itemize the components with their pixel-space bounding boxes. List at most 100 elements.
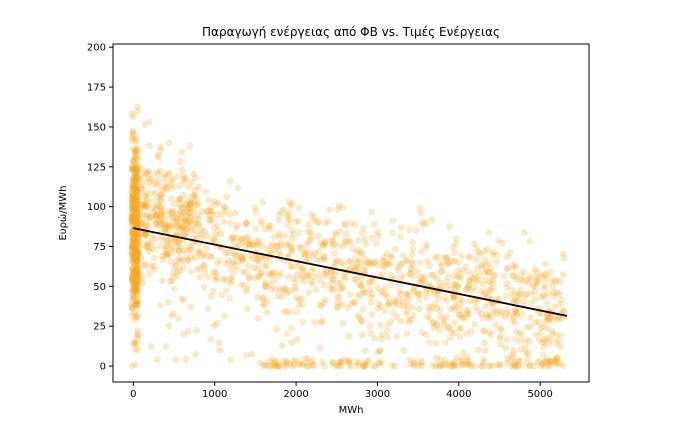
data-point [482, 262, 490, 270]
data-point [339, 357, 346, 365]
data-point [264, 246, 271, 253]
data-point [188, 227, 196, 234]
data-point [129, 204, 137, 211]
data-point [165, 171, 173, 178]
data-point [181, 218, 188, 225]
data-point [527, 314, 535, 321]
data-point [131, 237, 139, 245]
data-point [470, 362, 478, 370]
data-point [129, 213, 137, 221]
data-point [489, 362, 497, 370]
data-point [134, 250, 142, 258]
data-point [151, 179, 159, 187]
data-point [334, 299, 342, 307]
data-point [541, 357, 549, 365]
data-point [260, 301, 268, 309]
data-point [523, 360, 530, 367]
data-point [454, 267, 462, 274]
data-point [152, 212, 160, 220]
data-point [130, 157, 137, 165]
data-point [169, 177, 176, 185]
data-point [450, 294, 457, 302]
data-point [157, 197, 164, 205]
data-point [130, 235, 137, 243]
data-point [129, 217, 137, 225]
data-point [368, 234, 376, 242]
data-point [446, 305, 454, 313]
data-point [502, 309, 510, 317]
y-tick-label: 175 [87, 83, 106, 94]
data-point [229, 272, 237, 280]
data-point [172, 257, 180, 265]
data-point [474, 307, 482, 315]
data-point [226, 177, 234, 185]
data-point [132, 206, 140, 213]
data-point [372, 257, 380, 265]
data-point [268, 355, 276, 363]
data-point [489, 251, 496, 259]
data-point [246, 242, 254, 249]
data-point [463, 310, 471, 318]
data-point [527, 290, 535, 297]
data-point [253, 257, 261, 264]
data-point [378, 331, 386, 339]
data-point [367, 278, 374, 286]
data-point [548, 315, 556, 323]
data-point [557, 343, 565, 350]
data-point [445, 324, 453, 331]
data-point [286, 216, 294, 224]
data-point [182, 200, 190, 208]
data-point [214, 227, 221, 235]
data-point [131, 245, 139, 253]
data-point [374, 228, 382, 236]
data-point [542, 358, 550, 366]
data-point [368, 310, 376, 318]
data-point [173, 222, 181, 230]
data-point [430, 324, 438, 332]
data-point [132, 265, 140, 273]
data-point [404, 257, 411, 265]
data-point [305, 238, 313, 246]
data-point [384, 260, 392, 267]
data-point [176, 230, 184, 238]
data-point [176, 181, 184, 189]
data-point [187, 267, 195, 275]
data-point [131, 270, 139, 278]
data-point [492, 258, 500, 266]
data-point [136, 175, 144, 183]
data-point [193, 194, 200, 202]
data-point [513, 310, 520, 317]
data-point [510, 261, 517, 269]
data-point [212, 268, 220, 276]
data-point [140, 223, 148, 230]
data-point [130, 220, 138, 228]
data-point [288, 246, 296, 254]
data-point [130, 193, 137, 201]
data-point [130, 196, 137, 204]
data-point [258, 220, 266, 228]
data-point [418, 358, 426, 366]
data-point [497, 311, 504, 319]
data-point [134, 277, 142, 285]
data-point [157, 213, 165, 221]
data-point [322, 237, 330, 245]
data-point [130, 238, 138, 245]
data-point [165, 170, 173, 177]
data-point [292, 218, 300, 226]
data-point [134, 174, 142, 182]
data-point [531, 282, 539, 290]
data-point [523, 350, 531, 357]
data-point [497, 341, 505, 348]
data-point [191, 226, 199, 234]
data-point [179, 263, 187, 271]
data-point [128, 203, 136, 211]
data-point [163, 222, 171, 229]
data-point [275, 230, 283, 238]
data-point [129, 198, 137, 206]
data-point [150, 254, 158, 262]
data-point [340, 273, 348, 280]
data-point [419, 277, 427, 284]
data-point [175, 239, 183, 247]
data-point [252, 241, 260, 249]
data-point [128, 242, 136, 250]
